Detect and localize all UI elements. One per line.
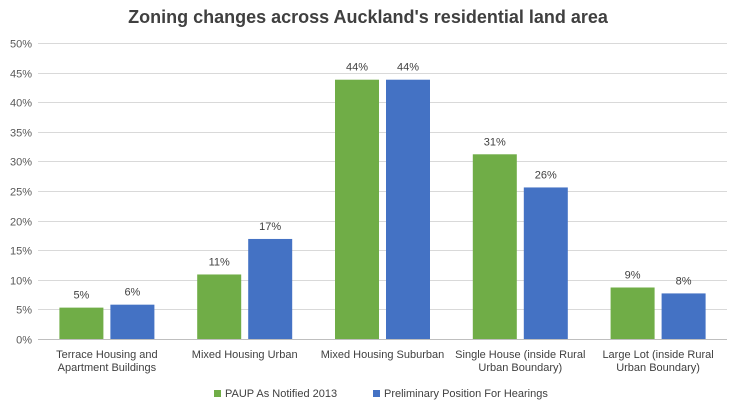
y-tick-label: 15% [10, 246, 32, 258]
y-tick-label: 25% [10, 187, 32, 199]
y-tick-label: 10% [10, 276, 32, 288]
data-label: 44% [346, 62, 368, 74]
data-label: 6% [124, 287, 140, 299]
category-label: Apartment Buildings [58, 362, 157, 374]
y-tick-label: 5% [16, 305, 32, 317]
data-label: 8% [676, 275, 692, 287]
y-tick-label: 40% [10, 98, 32, 110]
bar [661, 293, 706, 339]
data-label: 44% [397, 62, 419, 74]
y-tick-label: 30% [10, 157, 32, 169]
category-label: Single House (inside Rural [455, 349, 585, 361]
category-label: Terrace Housing and [56, 349, 158, 361]
y-tick-label: 50% [10, 39, 32, 51]
y-tick-label: 0% [16, 335, 32, 347]
legend: PAUP As Notified 2013 Preliminary Positio… [214, 388, 548, 400]
bar [610, 287, 655, 339]
data-label: 9% [625, 269, 641, 281]
data-labels: 5% 6% 11% 17% 44% 44% 31% 26% 9% 8% [73, 62, 691, 302]
bar [59, 307, 104, 339]
y-tick-label: 45% [10, 69, 32, 81]
category-label: Large Lot (inside Rural [602, 349, 713, 361]
legend-label: Preliminary Position For Hearings [384, 388, 548, 400]
data-label: 5% [73, 290, 89, 302]
y-axis-ticks: 0% 5% 10% 15% 20% 25% 30% 35% 40% 45% 50% [10, 39, 32, 347]
y-tick-label: 20% [10, 217, 32, 229]
data-label: 31% [484, 136, 506, 148]
data-label: 11% [209, 256, 230, 268]
bar [197, 274, 242, 339]
category-label: Mixed Housing Suburban [321, 349, 445, 361]
bar [472, 154, 517, 339]
data-label: 26% [535, 169, 557, 181]
bar [386, 79, 430, 339]
category-label: Mixed Housing Urban [192, 349, 298, 361]
bar [523, 187, 568, 339]
legend-swatch [373, 390, 380, 397]
bar [248, 238, 293, 339]
y-tick-label: 35% [10, 128, 32, 140]
bar [335, 79, 379, 339]
chart-title: Zoning changes across Auckland's residen… [128, 7, 609, 27]
category-label: Urban Boundary) [478, 362, 562, 374]
data-label: 17% [259, 221, 281, 233]
bars [59, 79, 706, 339]
category-label: Urban Boundary) [616, 362, 700, 374]
legend-swatch [214, 390, 221, 397]
legend-label: PAUP As Notified 2013 [225, 388, 337, 400]
bar [110, 304, 155, 339]
